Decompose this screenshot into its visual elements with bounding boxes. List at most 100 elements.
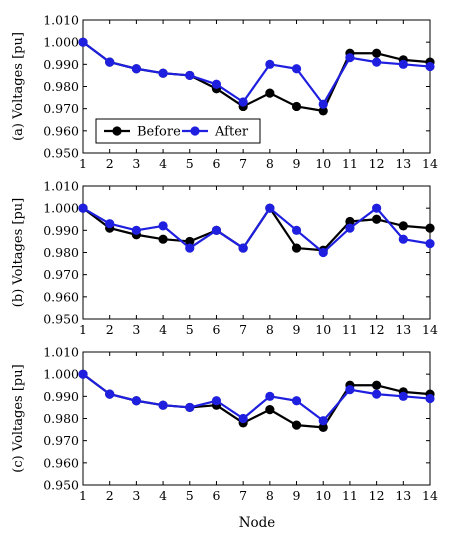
y-tick-label: 0.990 (43, 389, 79, 404)
y-tick-label: 0.950 (43, 146, 79, 161)
data-point-after (398, 391, 408, 401)
x-tick-label: 12 (369, 488, 385, 503)
data-point-before (158, 234, 168, 244)
x-tick-label: 11 (342, 322, 358, 337)
x-tick-label: 13 (395, 488, 411, 503)
data-point-before (291, 243, 302, 253)
data-point-after (211, 79, 222, 89)
legend-marker-0 (112, 126, 122, 136)
y-tick-label: 0.990 (43, 223, 79, 238)
x-tick-label: 8 (266, 156, 274, 171)
series-after (78, 203, 435, 258)
data-point-after (211, 396, 222, 406)
data-point-after (185, 243, 195, 253)
x-tick-label: 14 (422, 488, 438, 503)
data-point-after (372, 389, 382, 399)
y-axis-label: (c) Voltages [pu] (11, 364, 26, 472)
data-point-after (105, 389, 115, 399)
y-tick-label: 1.000 (43, 367, 79, 382)
data-point-after (131, 225, 141, 235)
data-point-after (158, 221, 168, 231)
data-point-after (398, 234, 408, 244)
data-point-before (372, 214, 382, 224)
x-tick-label: 1 (79, 156, 87, 171)
series-after (78, 369, 435, 426)
x-tick-label: 10 (315, 156, 331, 171)
x-tick-label: 3 (132, 156, 140, 171)
x-tick-label: 12 (369, 322, 385, 337)
x-axis-label: Node (239, 515, 276, 531)
x-tick-label: 6 (212, 322, 220, 337)
y-tick-label: 0.960 (43, 289, 79, 304)
data-point-before (185, 236, 195, 247)
data-point-before (425, 223, 435, 233)
x-tick-label: 2 (106, 156, 114, 171)
y-tick-label: 0.990 (43, 57, 79, 72)
series-after (78, 37, 435, 109)
legend-label: Before (137, 125, 181, 140)
y-axis-label: (a) Voltages [pu] (11, 32, 26, 141)
data-point-after (425, 239, 435, 249)
x-tick-label: 11 (342, 156, 358, 171)
data-point-before (372, 48, 382, 58)
data-point-after (372, 203, 382, 213)
x-tick-label: 10 (315, 488, 331, 503)
data-point-after (291, 64, 302, 74)
x-tick-label: 13 (395, 322, 411, 337)
y-tick-label: 0.980 (43, 245, 79, 260)
data-point-after (345, 53, 355, 63)
y-tick-label: 1.000 (43, 35, 79, 50)
x-tick-label: 3 (132, 488, 140, 503)
y-tick-label: 0.970 (43, 101, 79, 116)
data-point-after (158, 68, 168, 78)
data-point-after (265, 59, 275, 69)
data-point-after (265, 391, 275, 401)
data-point-after (131, 64, 141, 74)
data-point-after (425, 393, 435, 404)
y-tick-label: 0.950 (43, 312, 79, 327)
legend-marker-1 (190, 126, 200, 136)
data-point-after (105, 219, 115, 229)
y-tick-label: 0.980 (43, 411, 79, 426)
x-tick-label: 7 (239, 488, 247, 503)
data-point-after (105, 57, 115, 67)
data-point-before (318, 422, 328, 432)
data-point-after (78, 369, 88, 379)
series-before (78, 37, 435, 116)
data-point-after (425, 61, 435, 72)
x-tick-label: 9 (293, 322, 301, 337)
x-tick-label: 9 (293, 488, 301, 503)
x-tick-label: 6 (212, 488, 220, 503)
x-tick-label: 2 (106, 488, 114, 503)
data-point-before (318, 106, 328, 116)
data-point-before (291, 420, 302, 430)
data-point-before (291, 101, 302, 112)
x-tick-label: 7 (239, 156, 247, 171)
data-point-after (265, 203, 275, 213)
y-tick-label: 1.000 (43, 201, 79, 216)
data-point-before (345, 216, 355, 227)
data-point-before (372, 380, 382, 390)
data-point-after (345, 385, 355, 395)
y-axis-label: (b) Voltages [pu] (11, 198, 26, 307)
x-tick-label: 1 (79, 322, 87, 337)
data-point-before (265, 88, 275, 98)
x-tick-label: 14 (422, 156, 438, 171)
data-point-after (238, 413, 248, 424)
data-point-before (398, 221, 408, 231)
x-tick-label: 9 (293, 156, 301, 171)
y-tick-label: 0.970 (43, 267, 79, 282)
data-point-after (291, 396, 302, 406)
x-tick-label: 4 (159, 322, 167, 337)
data-point-after (211, 225, 222, 235)
data-point-after (398, 59, 408, 69)
data-point-after (185, 402, 195, 413)
data-point-after (158, 400, 168, 410)
plot-frame (82, 351, 431, 486)
y-tick-label: 0.960 (43, 455, 79, 470)
data-point-after (318, 416, 328, 426)
x-tick-label: 12 (369, 156, 385, 171)
